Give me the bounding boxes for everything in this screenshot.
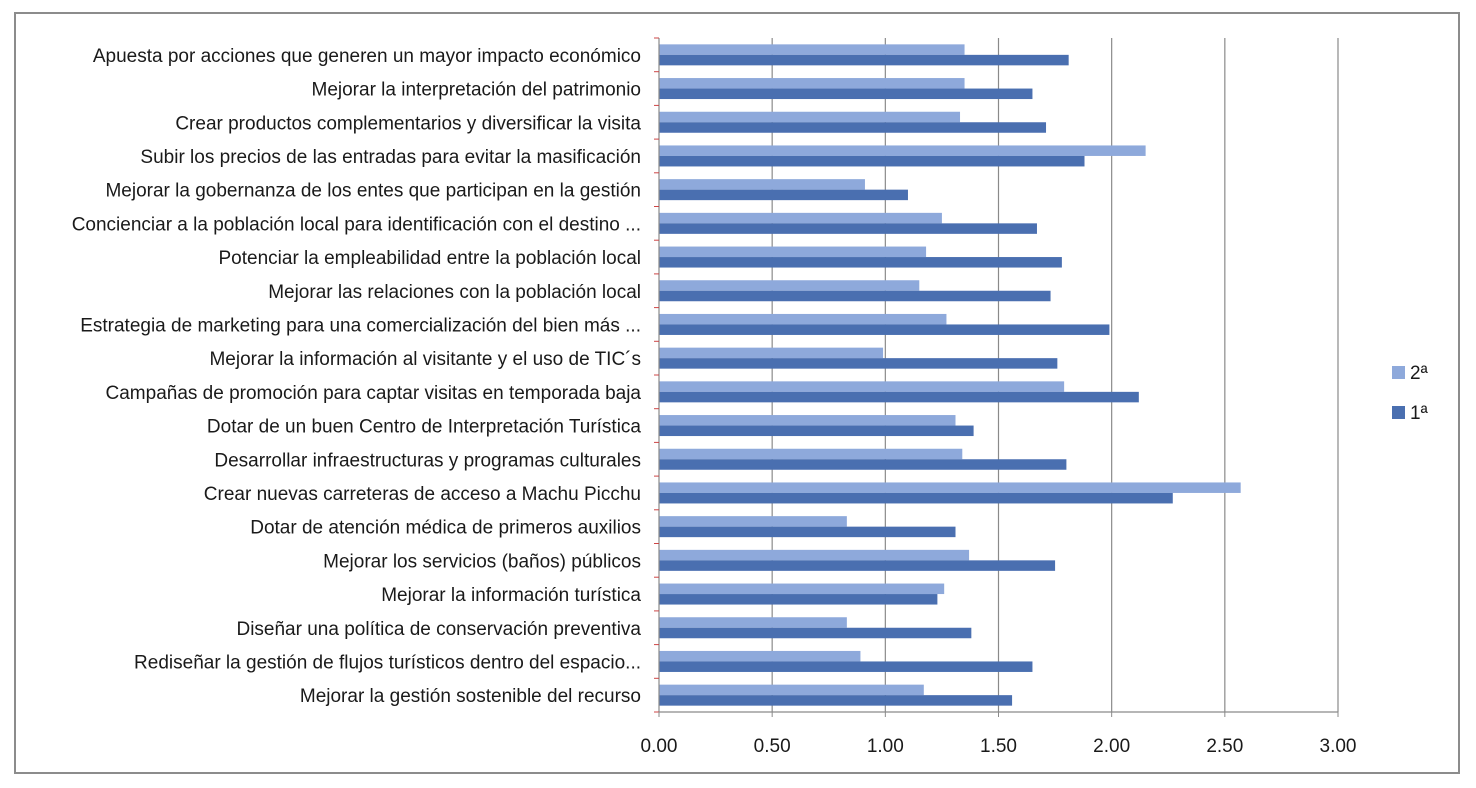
bar-series2 <box>659 347 884 359</box>
bar-series2 <box>659 516 847 527</box>
bar-series2 <box>659 280 920 291</box>
bar-series2 <box>659 246 927 258</box>
category-label: Desarrollar infraestructuras y programas… <box>214 450 641 471</box>
bar-series1 <box>659 122 1047 133</box>
bar-series2 <box>659 549 970 561</box>
bars <box>659 44 1241 706</box>
category-label: Estrategia de marketing para una comerci… <box>80 315 641 336</box>
bar-series1 <box>659 88 1033 100</box>
category-label: Mejorar la información turística <box>381 585 641 606</box>
x-tick-label: 1.00 <box>867 736 904 757</box>
category-label: Diseñar una política de conservación pre… <box>236 619 641 640</box>
category-label: Rediseñar la gestión de flujos turístico… <box>134 652 641 673</box>
category-label: Mejorar las relaciones con la población … <box>268 282 641 303</box>
bar-series1 <box>659 223 1037 234</box>
category-labels: Apuesta por acciones que generen un mayo… <box>72 46 642 707</box>
bar-series2 <box>659 111 961 123</box>
bar-series1 <box>659 661 1033 672</box>
x-tick-label: 2.50 <box>1206 736 1243 757</box>
category-label: Mejorar la información al visitante y el… <box>209 349 641 370</box>
bar-series2 <box>659 415 956 426</box>
legend: 2ª 1ª <box>1392 363 1429 424</box>
category-label: Mejorar la gobernanza de los entes que p… <box>105 181 641 202</box>
x-tick-label: 2.00 <box>1093 736 1130 757</box>
bar-series2 <box>659 381 1065 392</box>
bar-series1 <box>659 492 1173 504</box>
legend-label: 1ª <box>1410 403 1429 424</box>
gridlines <box>771 38 1339 712</box>
category-label: Dotar de un buen Centro de Interpretació… <box>207 417 642 438</box>
legend-swatch <box>1392 406 1405 419</box>
bar-series1 <box>659 358 1058 369</box>
category-label: Concienciar a la población local para id… <box>72 214 641 235</box>
bar-series2 <box>659 583 945 595</box>
category-label: Crear productos complementarios y divers… <box>175 113 641 134</box>
legend-swatch <box>1392 366 1405 379</box>
bar-series2 <box>659 313 947 325</box>
category-label: Dotar de atención médica de primeros aux… <box>250 518 641 539</box>
axes <box>654 37 1339 717</box>
category-label: Mejorar la interpretación del patrimonio <box>312 80 642 101</box>
category-label: Subir los precios de las entradas para e… <box>140 147 641 168</box>
bar-series1 <box>659 425 974 437</box>
category-label: Mejorar la gestión sostenible del recurs… <box>300 686 641 707</box>
bar-series1 <box>659 189 908 201</box>
bar-series1 <box>659 459 1067 470</box>
bar-series1 <box>659 155 1085 167</box>
bar-series2 <box>659 650 861 662</box>
bar-series1 <box>659 290 1051 302</box>
bar-series2 <box>659 78 965 89</box>
tick-labels: 0.00 0.50 1.00 1.50 2.00 2.50 3.00 <box>641 736 1357 757</box>
bar-series1 <box>659 391 1139 403</box>
bar-series1 <box>659 324 1110 335</box>
bar-series1 <box>659 526 956 538</box>
bar-series2 <box>659 482 1241 493</box>
bar-series1 <box>659 560 1056 571</box>
x-tick-label: 0.00 <box>641 736 678 757</box>
bar-series2 <box>659 684 924 696</box>
x-tick-label: 3.00 <box>1320 736 1357 757</box>
bar-series1 <box>659 257 1062 268</box>
x-tick-label: 1.50 <box>980 736 1017 757</box>
bar-series2 <box>659 145 1146 156</box>
category-label: Mejorar los servicios (baños) públicos <box>323 551 641 572</box>
bar-series1 <box>659 54 1069 66</box>
bar-series2 <box>659 212 942 224</box>
category-label: Apuesta por acciones que generen un mayo… <box>93 46 641 67</box>
bar-series2 <box>659 179 865 190</box>
category-label: Campañas de promoción para captar visita… <box>106 383 642 404</box>
x-tick-label: 0.50 <box>754 736 791 757</box>
bar-series1 <box>659 594 938 605</box>
bar-series2 <box>659 44 965 55</box>
category-label: Potenciar la empleabilidad entre la pobl… <box>219 248 642 269</box>
legend-label: 2ª <box>1410 363 1429 384</box>
category-label: Crear nuevas carreteras de acceso a Mach… <box>204 484 641 505</box>
bar-series1 <box>659 695 1013 706</box>
bar-series2 <box>659 448 963 460</box>
bar-series2 <box>659 617 847 628</box>
bar-series1 <box>659 627 972 639</box>
